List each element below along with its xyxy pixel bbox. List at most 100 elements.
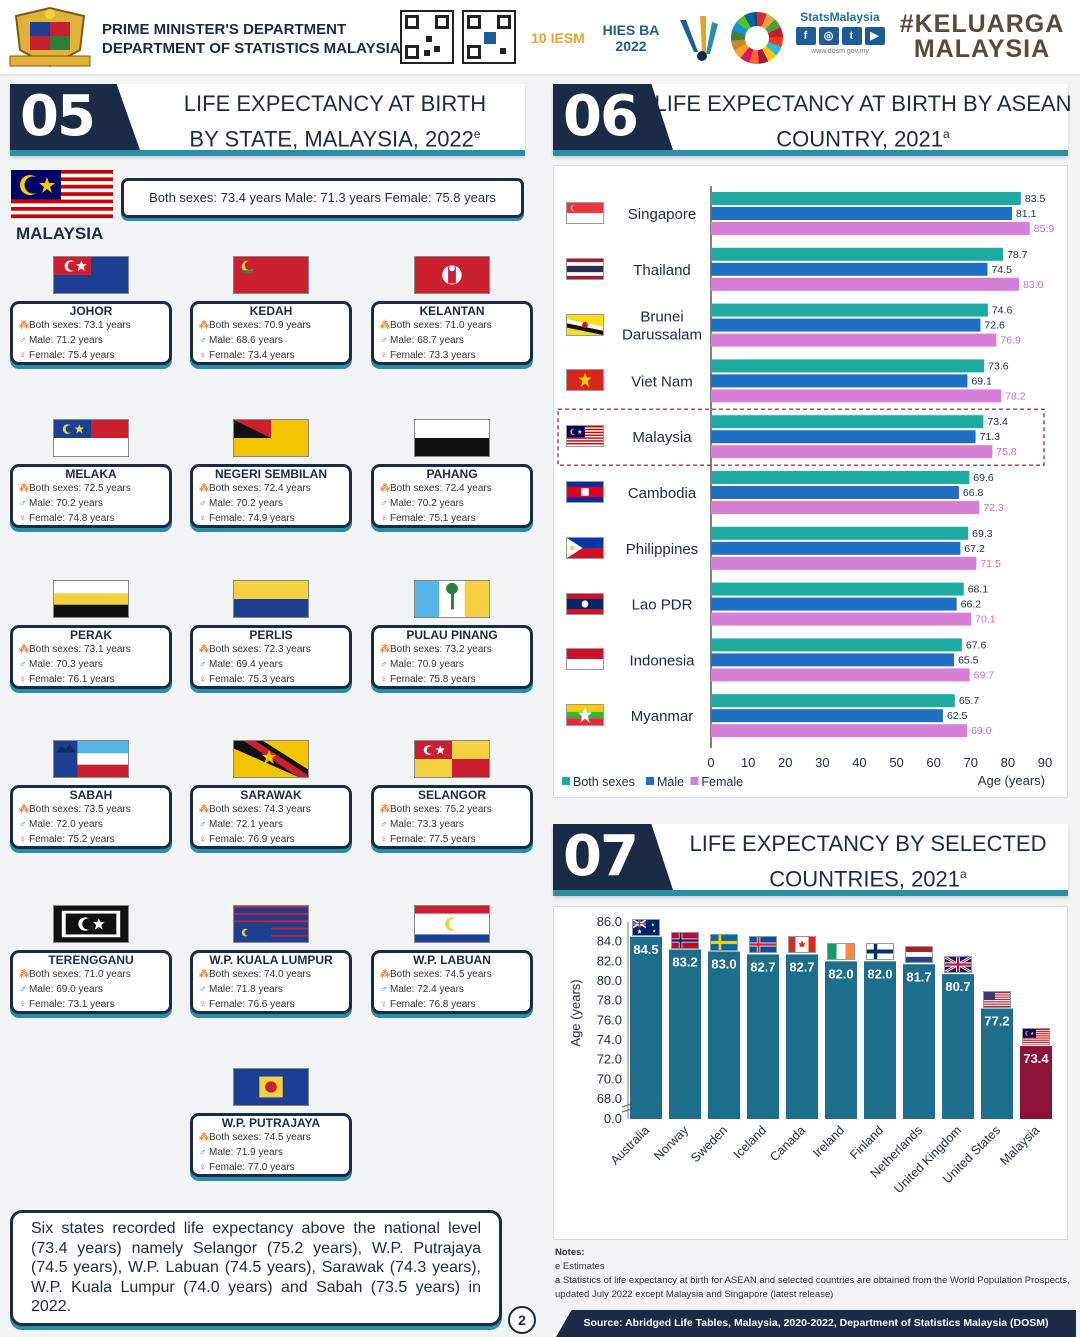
asean-chart-panel: Singapore 83.5 81.1 85.9 Thailand 78.7 74.5 83.…: [553, 165, 1068, 798]
facebook-icon[interactable]: f: [795, 27, 816, 45]
data-label: 74.6: [992, 305, 1013, 317]
category-label: Norway: [651, 1123, 691, 1163]
both-label: Both sexes:: [209, 644, 262, 655]
male-row: ♂ Male: 69.4 years: [199, 657, 343, 672]
bar: [669, 949, 701, 1119]
male-row: ♂ Male: 70.2 years: [19, 496, 163, 511]
twitter-icon[interactable]: t: [841, 27, 862, 45]
both-sexes-icon: ⁂: [199, 1132, 209, 1143]
female-value: 74.8 years: [67, 513, 115, 524]
both-sexes-icon: ⁂: [19, 644, 29, 655]
female-value: 75.4 years: [67, 350, 115, 361]
website-url[interactable]: www.dosm.gov.my: [811, 48, 869, 55]
male-value: 70.2 years: [236, 498, 283, 509]
category-label: Viet Nam: [631, 373, 692, 390]
male-label: Male:: [390, 819, 415, 830]
state-card: TERENGGANU ⁂Both sexes: 71.0 years ♂ Male…: [10, 950, 172, 1014]
state-name: KELANTAN: [419, 304, 485, 318]
y-tick-label: 84.0: [597, 934, 622, 949]
nsembilan-flag-icon: [233, 419, 309, 457]
both-label: Both sexes:: [390, 320, 443, 331]
state-name: PAHANG: [426, 467, 478, 481]
page-number: 2: [508, 1306, 536, 1334]
bar-male: [711, 430, 976, 444]
data-label: 73.4: [1023, 1051, 1049, 1066]
state-name: NEGERI SEMBILAN: [214, 467, 327, 481]
legend-swatch: [690, 777, 699, 785]
male-value: 70.2 years: [417, 498, 464, 509]
both-value: 73.1 years: [84, 644, 131, 655]
y-axis-label: Age (years): [568, 979, 583, 1046]
data-label: 69.7: [974, 669, 995, 681]
data-label: 83.0: [1023, 279, 1044, 291]
both-value: 74.5 years: [445, 969, 492, 980]
data-label: 85.9: [1034, 223, 1055, 235]
both-sexes-icon: ⁂: [199, 320, 209, 331]
ie-flag-icon: [827, 943, 855, 961]
male-value: 71.8 years: [236, 984, 283, 995]
female-value: 75.8 years: [428, 674, 476, 685]
data-label: 65.5: [958, 654, 979, 666]
sg-flag-icon: [566, 202, 604, 224]
female-icon: ♀: [199, 674, 207, 685]
male-label: Male:: [209, 819, 234, 830]
female-icon: ♀: [380, 513, 388, 524]
female-icon: ♀: [380, 674, 388, 685]
female-label: Female:: [390, 999, 427, 1010]
both-sexes-icon: ⁂: [19, 804, 29, 815]
male-value: 72.1 years: [236, 819, 283, 830]
male-icon: ♂: [199, 1147, 207, 1158]
state-card: PAHANG ⁂Both sexes: 72.4 years ♂ Male: 70…: [371, 464, 533, 528]
state-name: SABAH: [69, 788, 113, 802]
male-label: Male:: [29, 335, 54, 346]
qr-code-icon[interactable]: [462, 10, 516, 64]
my-flag-icon: [566, 425, 604, 448]
state-card: JOHOR ⁂Both sexes: 73.1 years ♂ Male: 71.…: [10, 301, 172, 365]
data-label: 69.3: [972, 528, 993, 540]
both-label: Both sexes:: [209, 969, 262, 980]
bar-both-sexes: [711, 526, 969, 540]
male-value: 68.6 years: [236, 335, 283, 346]
bar-female: [711, 389, 1002, 403]
la-flag-icon: [566, 592, 604, 615]
data-label: 82.0: [828, 966, 853, 981]
bar-male: [711, 374, 968, 388]
female-row: ♀ Female: 74.9 years: [199, 511, 343, 526]
x-tick-label: 20: [778, 755, 792, 770]
data-label: 81.7: [906, 969, 931, 984]
national-summary: Both sexes: 73.4 years Male: 71.3 years …: [121, 178, 524, 218]
sdg-wheel-icon: [731, 12, 783, 64]
female-icon: ♀: [199, 350, 207, 361]
qr-code-icon[interactable]: [400, 10, 454, 64]
youtube-icon[interactable]: ▶: [864, 27, 885, 45]
is-flag-icon: [749, 936, 777, 954]
bar: [825, 961, 857, 1119]
stats-title: StatsMalaysia: [800, 10, 880, 24]
both-sexes-row: ⁂Both sexes: 74.5 years: [199, 1130, 343, 1145]
both-sexes-icon: ⁂: [199, 483, 209, 494]
data-label: 73.4: [987, 416, 1008, 428]
female-label: Female:: [209, 834, 246, 845]
state-name: PULAU PINANG: [406, 628, 498, 642]
data-label: 65.7: [959, 695, 980, 707]
female-row: ♀ Female: 73.3 years: [380, 348, 524, 363]
both-sexes-row: ⁂Both sexes: 73.2 years: [380, 642, 524, 657]
data-label: 68.1: [968, 584, 989, 596]
data-label: 72.6: [984, 320, 1005, 332]
category-label: Singapore: [628, 206, 696, 223]
both-sexes-row: ⁂Both sexes: 72.5 years: [19, 481, 163, 496]
y-tick-label: 78.0: [597, 993, 622, 1008]
female-row: ♀ Female: 77.5 years: [380, 832, 524, 847]
bar-female: [711, 501, 980, 514]
male-label: Male:: [209, 659, 234, 670]
instagram-icon[interactable]: ◎: [818, 27, 839, 45]
kh-flag-icon: [566, 481, 604, 503]
category-label: Canada: [767, 1123, 808, 1164]
both-sexes-row: ⁂Both sexes: 74.0 years: [199, 967, 343, 982]
male-label: Male:: [209, 1147, 234, 1158]
both-value: 73.2 years: [445, 644, 492, 655]
sarawak-flag-icon: [233, 740, 309, 778]
perlis-flag-icon: [233, 580, 309, 618]
data-label: 74.5: [991, 264, 1012, 276]
bar: [630, 936, 662, 1119]
